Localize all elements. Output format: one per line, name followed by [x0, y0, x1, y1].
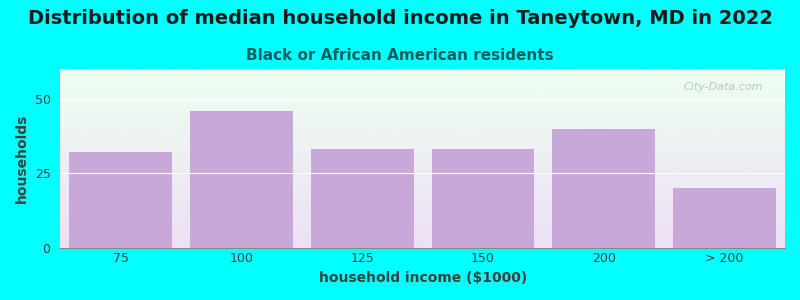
Bar [553, 128, 655, 248]
Bar [190, 111, 293, 248]
Bar [432, 149, 534, 248]
X-axis label: household income ($1000): household income ($1000) [318, 271, 526, 285]
Text: City-Data.com: City-Data.com [684, 82, 763, 92]
Bar [311, 149, 414, 248]
Bar [70, 152, 172, 248]
Bar [674, 188, 776, 247]
Text: Distribution of median household income in Taneytown, MD in 2022: Distribution of median household income … [27, 9, 773, 28]
Y-axis label: households: households [15, 114, 29, 203]
Text: Black or African American residents: Black or African American residents [246, 48, 554, 63]
